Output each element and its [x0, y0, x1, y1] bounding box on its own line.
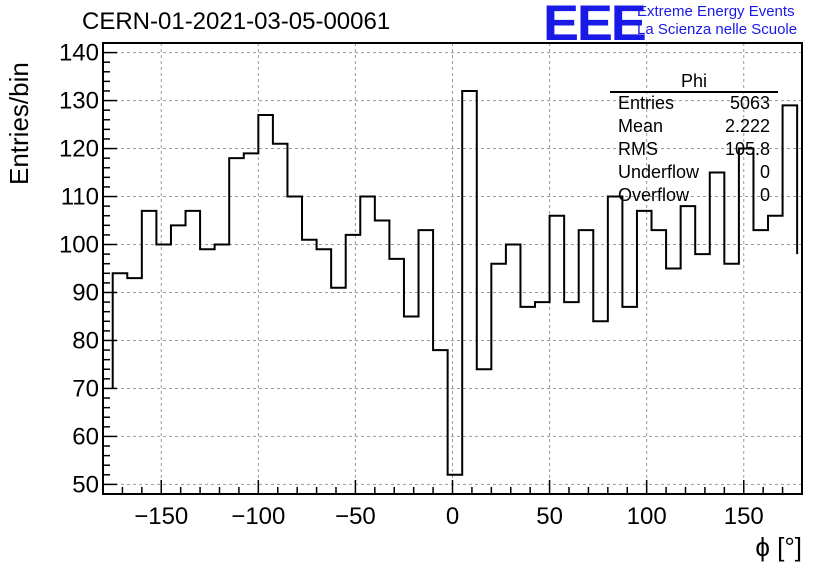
run-title: CERN-01-2021-03-05-00061 [82, 8, 391, 35]
logo-caption: Extreme Energy Events La Scienza nelle S… [637, 3, 797, 39]
logo-caption-line1: Extreme Energy Events [637, 3, 795, 20]
stats-value: 5063 [729, 93, 770, 113]
x-tick-label: 0 [446, 503, 459, 530]
x-tick-label: 100 [627, 503, 667, 530]
stats-row-entries: Entries 5063 [618, 93, 770, 115]
stats-box-title: Phi [680, 71, 707, 91]
stats-row-rms: RMS 105.8 [618, 139, 770, 161]
stats-value: 105.8 [724, 139, 770, 159]
x-tick-label: −150 [134, 503, 188, 530]
stats-label: Entries [618, 93, 675, 113]
histogram-step-line [111, 89, 799, 476]
stats-value: 0 [759, 162, 770, 182]
tick-labels: −150 −100 −50 0 50 100 150 50 60 70 80 90 100 110 120 1… [59, 40, 764, 530]
y-tick-label: 130 [59, 88, 99, 115]
y-tick-label: 50 [72, 471, 99, 498]
y-tick-label: 90 [72, 279, 99, 306]
y-tick-label: 80 [72, 327, 99, 354]
stats-row-underflow: Underflow 0 [618, 162, 770, 184]
stats-row-overflow: Overflow 0 [618, 185, 770, 207]
x-tick-label: 150 [724, 503, 764, 530]
y-tick-label: 120 [59, 136, 99, 163]
x-axis-label: ϕ [°] [755, 532, 802, 562]
stats-label: RMS [618, 139, 658, 159]
stats-row-mean: Mean 2.222 [618, 116, 770, 138]
stats-label: Mean [618, 116, 664, 136]
y-axis-label: Entries/bin [4, 62, 34, 185]
x-tick-label: −50 [335, 503, 376, 530]
stats-label: Overflow [618, 185, 690, 205]
stats-value: 2.222 [724, 116, 770, 136]
y-tick-label: 100 [59, 232, 99, 259]
y-tick-label: 110 [61, 184, 99, 211]
eee-logo: EEE [543, 0, 647, 51]
x-tick-label: −100 [231, 503, 285, 530]
stats-label: Underflow [618, 162, 700, 182]
logo-caption-line2: La Scienza nelle Scuole [637, 21, 798, 38]
histogram-series [111, 89, 799, 476]
stats-box-divider [610, 91, 778, 93]
stats-value: 0 [759, 185, 770, 205]
y-tick-label: 140 [59, 40, 99, 67]
x-tick-label: 50 [536, 503, 563, 530]
axis-ticks [102, 42, 803, 495]
y-tick-label: 60 [72, 423, 99, 450]
y-tick-label: 70 [72, 375, 99, 402]
